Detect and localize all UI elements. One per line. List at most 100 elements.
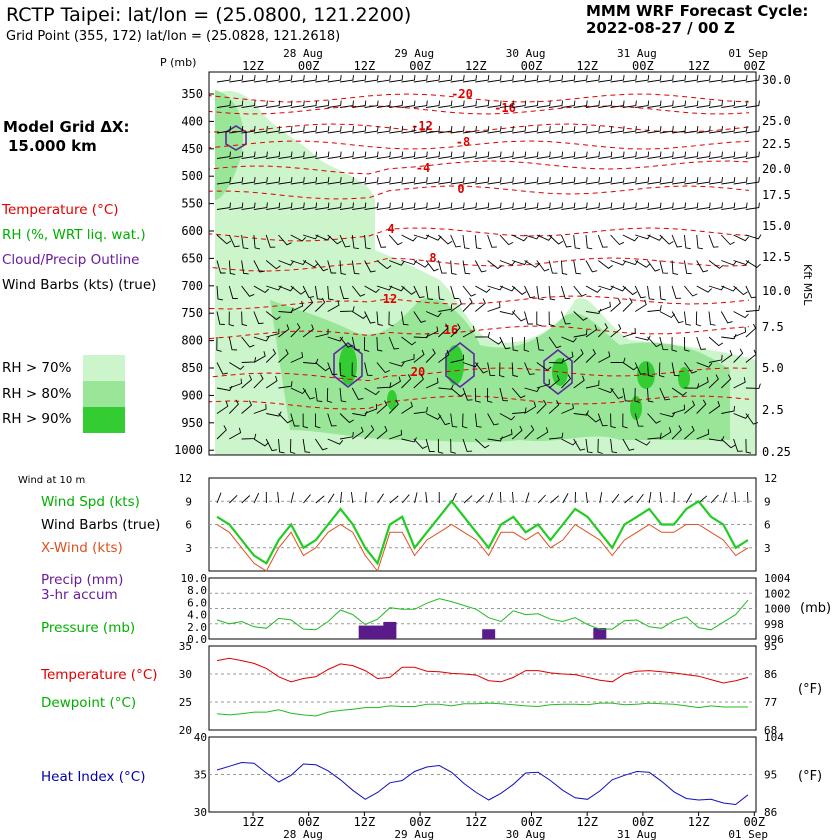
top-hour-label: 12Z — [242, 59, 264, 73]
top-hour-label: 00Z — [632, 59, 654, 73]
legend-dewpoint: Dewpoint (°C) — [41, 695, 137, 711]
wind-barb — [659, 202, 674, 210]
dewpoint-line — [216, 702, 748, 717]
wind-barb — [216, 100, 231, 108]
heat-ytick-right: 95 — [764, 769, 777, 782]
wind-barb — [610, 100, 625, 108]
wind-barb — [622, 151, 637, 159]
surface-wind-barb — [216, 492, 222, 504]
wind-barb — [622, 413, 628, 429]
wind-barb — [278, 285, 294, 292]
wind-barb — [425, 438, 435, 452]
wind-barb — [290, 100, 305, 108]
wind-barb — [696, 177, 711, 185]
wind-barb — [683, 311, 691, 326]
wind-barb — [499, 309, 516, 315]
wind-barb — [511, 285, 527, 295]
kft-tick-label: 7.5 — [762, 320, 784, 334]
wind-barb — [339, 387, 347, 403]
temp-ytick-right: 86 — [764, 668, 777, 681]
wind-barb — [266, 177, 281, 185]
surface-wind-barb — [562, 493, 569, 504]
wind-barb — [475, 100, 490, 108]
wind-barb — [524, 100, 539, 108]
wind-barb — [278, 151, 293, 159]
wind-barb — [659, 151, 674, 159]
wind-barb — [462, 260, 471, 275]
wind-barb — [462, 151, 477, 159]
wind-barb — [351, 387, 364, 401]
wind-barb — [573, 75, 588, 83]
wind-barb — [241, 311, 248, 327]
wind-barb — [598, 177, 613, 185]
rh80-swatch — [83, 381, 125, 407]
wind-barb — [573, 177, 588, 185]
wind-barb — [228, 234, 240, 248]
wind-barb — [376, 362, 390, 374]
wind-barb — [462, 75, 477, 83]
wind-barb — [511, 336, 519, 352]
temperature-contour — [208, 367, 750, 382]
wind-barb — [278, 324, 290, 338]
wind-barb — [561, 126, 576, 134]
wind-barb — [610, 413, 616, 429]
wind-barb — [647, 362, 654, 377]
wind-barb — [253, 260, 265, 273]
temp-panel-frame — [208, 645, 757, 731]
wind-barb — [745, 260, 761, 268]
wind-barb — [290, 177, 305, 185]
wind-barb — [216, 202, 231, 210]
wind-barb — [352, 100, 367, 108]
wind-barb — [499, 75, 514, 83]
wind-barb — [634, 387, 640, 403]
wind-barb — [733, 100, 748, 108]
wind-barb — [450, 387, 466, 397]
wind-barb — [376, 336, 383, 352]
wind-barb — [229, 177, 244, 185]
temperature-contour — [208, 395, 750, 410]
model-grid-value: 15.000 km — [8, 137, 97, 155]
wind-barb — [241, 202, 256, 210]
wind-barb — [253, 285, 270, 294]
surface-wind-barb — [303, 494, 311, 504]
wind-barb — [659, 75, 674, 83]
wind-barb — [610, 75, 625, 83]
wind-barb — [253, 404, 267, 414]
wind-barb — [290, 234, 307, 242]
wind-barb — [425, 377, 439, 389]
wind-barb — [352, 311, 368, 319]
pressure-ytick: 1002 — [764, 587, 791, 600]
wind-barb — [438, 384, 454, 390]
wind-barb — [228, 285, 238, 299]
wind-barb — [585, 151, 600, 159]
wind-barb — [216, 336, 222, 352]
wind-barb — [523, 336, 530, 352]
wind-barb — [487, 302, 501, 312]
wind-barb — [401, 100, 416, 108]
wind-barb — [401, 126, 416, 134]
wind-barb — [339, 75, 354, 83]
temperature-contour-label: -20 — [451, 87, 473, 101]
wind-barb — [462, 126, 477, 134]
wind-barb — [598, 301, 611, 312]
wind-barb — [745, 202, 760, 210]
temperature-contour — [208, 160, 750, 175]
wind-barb — [376, 177, 391, 185]
wind-barb — [647, 260, 660, 272]
wind-barb — [684, 425, 695, 440]
wind-barb — [622, 327, 636, 338]
wind-barb — [389, 260, 405, 266]
wind-barb — [389, 285, 405, 292]
wind-barb — [499, 429, 513, 440]
wind-barb — [622, 438, 635, 451]
wind-barb — [253, 126, 268, 134]
wind-barb — [548, 260, 558, 274]
wind-barb — [573, 202, 588, 210]
wind-barb — [487, 202, 502, 210]
surface-wind-barb — [377, 493, 384, 504]
wind-barb — [413, 260, 429, 268]
wind-barb — [487, 260, 503, 270]
wind-barb — [573, 438, 586, 451]
wind-barb — [659, 234, 674, 245]
surface-wind-barb — [350, 492, 354, 504]
